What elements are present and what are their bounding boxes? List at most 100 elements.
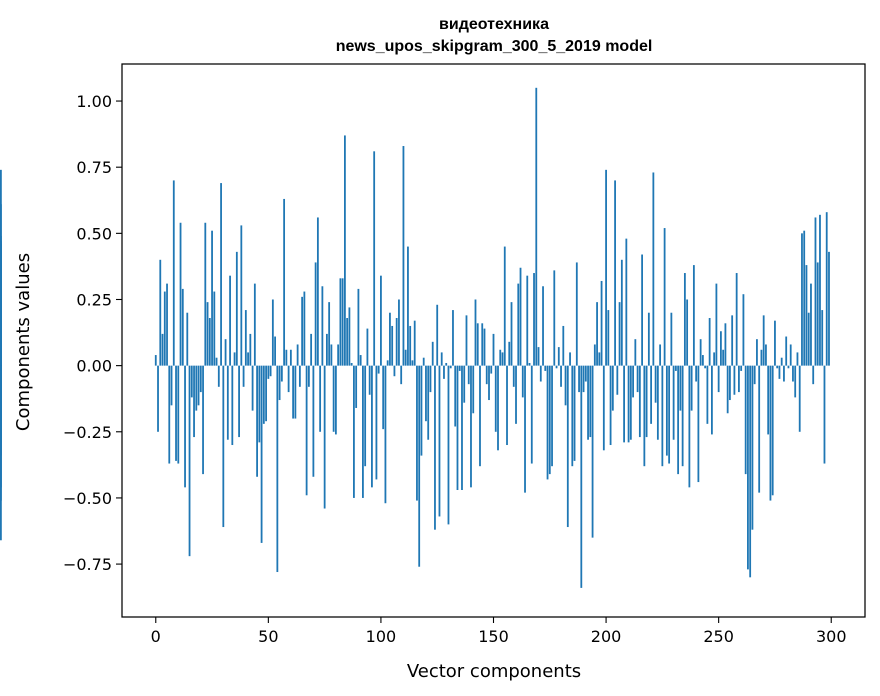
bar [461,365,463,490]
bar [307,365,310,387]
bar [371,365,373,488]
bar [510,302,513,366]
bar [238,365,240,438]
bar [321,286,324,366]
bar [798,365,801,432]
bar [819,214,821,366]
bar [760,349,763,366]
bar [812,365,815,385]
bar [564,365,567,406]
bar [348,307,351,366]
bar [600,280,603,366]
bar [418,365,421,567]
bar [456,365,459,490]
bar [256,365,258,477]
bar [713,352,716,366]
bar [497,365,499,451]
bar [172,180,175,366]
bar [519,267,522,366]
x-tick-label: 100 [366,627,397,646]
bar [647,312,650,366]
bar [749,365,752,578]
bar [701,355,704,366]
bar [271,299,274,366]
bar [708,318,711,366]
bar [706,365,709,424]
bar [425,365,427,422]
bar [458,365,461,371]
bar [699,339,702,366]
bar [589,365,592,438]
bar [816,262,819,366]
bar [803,230,806,366]
bar [208,318,211,366]
bar [683,273,686,366]
bar [783,365,785,382]
bar [362,365,364,498]
bar [542,286,544,366]
bar [0,357,2,366]
bar [285,349,288,366]
bar [258,365,261,443]
bar [341,278,344,366]
bar [528,362,531,366]
plot-area-frame [121,63,866,618]
bar [316,217,319,366]
bar [490,365,493,374]
bar [665,365,668,456]
bar [467,365,470,385]
bar [740,365,743,371]
bar [825,212,828,366]
bar [393,365,396,377]
bar [253,283,256,366]
bar [0,270,2,366]
bar [765,344,767,366]
bar [828,251,830,366]
bar [166,283,168,366]
bar [499,349,502,366]
bar [159,259,162,366]
bar [440,352,443,366]
bar [375,365,378,480]
bar [578,365,580,393]
bar [796,352,799,366]
bar [407,246,409,366]
bar [235,251,238,366]
bar [670,312,673,366]
bar [296,344,299,366]
chart-subtitle: news_upos_skipgram_300_5_2019 model [336,38,653,55]
bar [242,365,245,387]
bar [485,365,488,385]
bar [618,302,621,366]
bar [452,310,454,366]
bar [724,323,727,366]
bar [416,365,418,501]
bar [607,310,610,366]
bar [679,365,682,411]
bar [202,365,204,475]
bar [240,225,243,366]
bar [431,341,434,366]
bar [591,365,594,538]
bar [303,291,306,366]
bar [717,365,720,393]
bar [785,336,788,366]
bar [526,275,529,366]
bar [609,365,612,446]
bar [323,365,326,509]
y-tick-label: 0.25 [76,290,112,309]
bar [278,365,281,401]
bar [524,365,526,493]
bar [555,365,558,369]
chart-title: видеотехника [439,16,549,33]
bar [503,246,506,366]
bar [537,347,540,366]
y-tick-label: −0.25 [63,423,112,442]
bar [751,365,754,530]
bar [616,365,619,395]
bar [470,365,472,488]
bar [330,344,333,366]
bar [244,310,247,366]
